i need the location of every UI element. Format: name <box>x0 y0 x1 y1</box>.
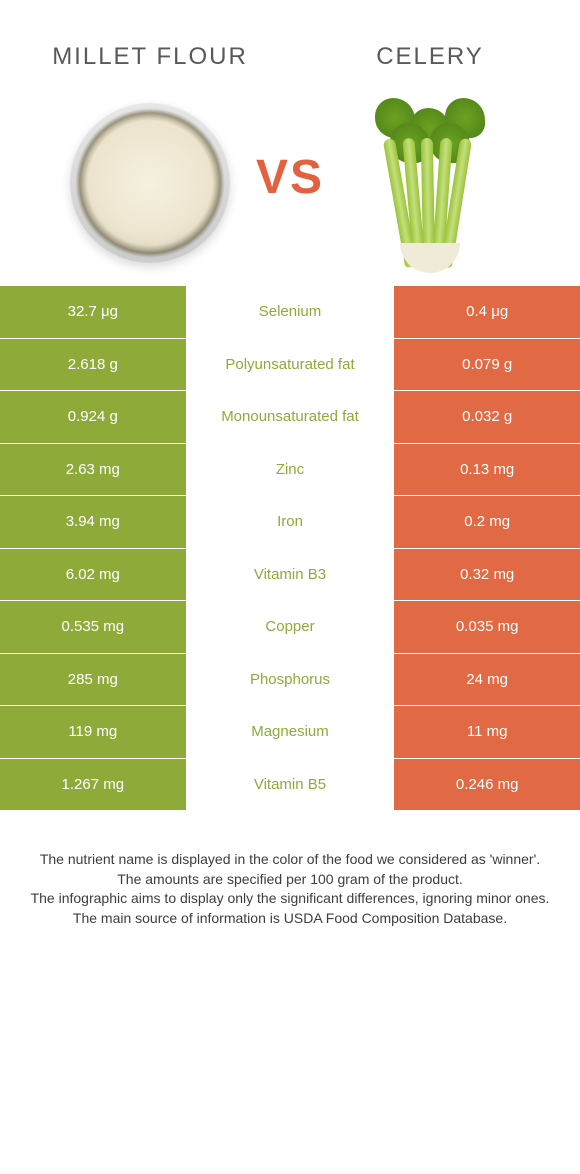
vs-label: VS <box>256 150 324 205</box>
nutrient-name: Copper <box>186 601 395 653</box>
table-row: 1.267 mgVitamin B50.246 mg <box>0 758 580 811</box>
right-food-title: CELERY <box>376 28 484 88</box>
left-value: 1.267 mg <box>0 759 186 811</box>
right-value: 0.13 mg <box>394 444 580 496</box>
nutrient-name: Vitamin B5 <box>186 759 395 811</box>
right-value: 0.035 mg <box>394 601 580 653</box>
table-row: 32.7 μgSelenium0.4 μg <box>0 285 580 338</box>
table-row: 6.02 mgVitamin B30.32 mg <box>0 548 580 601</box>
table-row: 2.618 gPolyunsaturated fat0.079 g <box>0 338 580 391</box>
comparison-header: MILLET FLOUR VS CELERY <box>0 0 580 285</box>
right-value: 0.2 mg <box>394 496 580 548</box>
left-value: 32.7 μg <box>0 286 186 338</box>
left-value: 2.618 g <box>0 339 186 391</box>
nutrient-name: Selenium <box>186 286 395 338</box>
comparison-table: 32.7 μgSelenium0.4 μg2.618 gPolyunsatura… <box>0 285 580 810</box>
nutrient-name: Zinc <box>186 444 395 496</box>
left-value: 2.63 mg <box>0 444 186 496</box>
nutrient-name: Magnesium <box>186 706 395 758</box>
footer-notes: The nutrient name is displayed in the co… <box>0 810 580 928</box>
nutrient-name: Phosphorus <box>186 654 395 706</box>
table-row: 2.63 mgZinc0.13 mg <box>0 443 580 496</box>
right-value: 0.32 mg <box>394 549 580 601</box>
left-value: 6.02 mg <box>0 549 186 601</box>
nutrient-name: Vitamin B3 <box>186 549 395 601</box>
right-value: 24 mg <box>394 654 580 706</box>
right-food-image <box>345 98 515 268</box>
left-value: 285 mg <box>0 654 186 706</box>
left-value: 0.924 g <box>0 391 186 443</box>
flour-bowl-icon <box>70 103 230 263</box>
nutrient-name: Iron <box>186 496 395 548</box>
right-value: 11 mg <box>394 706 580 758</box>
footer-line-3: The infographic aims to display only the… <box>30 889 550 909</box>
right-value: 0.079 g <box>394 339 580 391</box>
right-value: 0.4 μg <box>394 286 580 338</box>
left-value: 3.94 mg <box>0 496 186 548</box>
celery-icon <box>370 98 490 268</box>
table-row: 285 mgPhosphorus24 mg <box>0 653 580 706</box>
left-food-image <box>65 98 235 268</box>
footer-line-1: The nutrient name is displayed in the co… <box>30 850 550 870</box>
table-row: 119 mgMagnesium11 mg <box>0 705 580 758</box>
footer-line-4: The main source of information is USDA F… <box>30 909 550 929</box>
left-food-title: MILLET FLOUR <box>52 28 248 88</box>
left-value: 0.535 mg <box>0 601 186 653</box>
table-row: 0.924 gMonounsaturated fat0.032 g <box>0 390 580 443</box>
table-row: 3.94 mgIron0.2 mg <box>0 495 580 548</box>
nutrient-name: Monounsaturated fat <box>186 391 395 443</box>
right-food-column: CELERY <box>330 28 530 268</box>
left-food-column: MILLET FLOUR <box>50 28 250 268</box>
table-row: 0.535 mgCopper0.035 mg <box>0 600 580 653</box>
left-value: 119 mg <box>0 706 186 758</box>
nutrient-name: Polyunsaturated fat <box>186 339 395 391</box>
right-value: 0.032 g <box>394 391 580 443</box>
right-value: 0.246 mg <box>394 759 580 811</box>
footer-line-2: The amounts are specified per 100 gram o… <box>30 870 550 890</box>
